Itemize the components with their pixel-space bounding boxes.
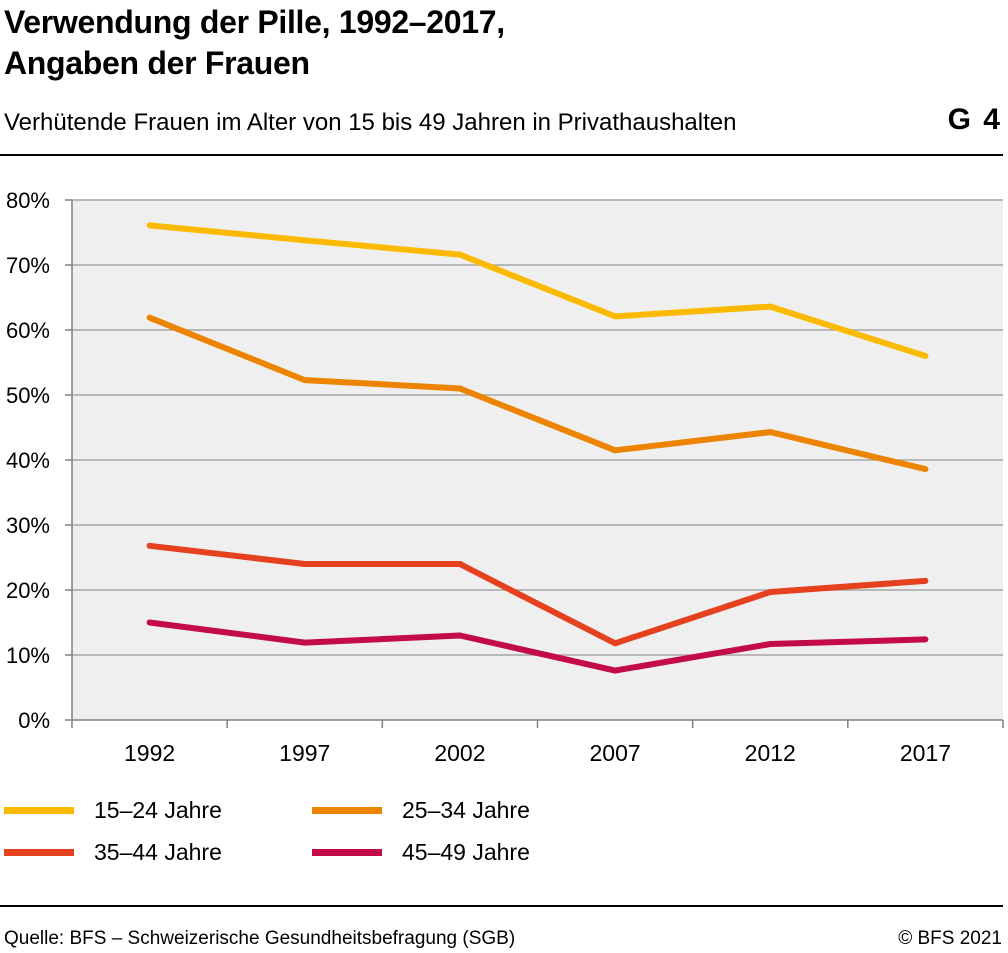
legend-item-4: 45–49 Jahre [308, 835, 530, 869]
legend-item-3: 35–44 Jahre [0, 835, 222, 869]
data-point-s1-2017 [922, 353, 929, 359]
series-line-1 [149, 222, 927, 359]
copyright-note: © BFS 2021 [898, 928, 1002, 949]
y-tick-label: 40% [6, 448, 50, 473]
footer-divider [0, 905, 1003, 907]
data-point-s2-1997 [301, 377, 308, 384]
chart-subtitle: Verhütende Frauen im Alter von 15 bis 49… [4, 109, 737, 136]
y-tick-label: 80% [6, 188, 50, 213]
y-tick-label: 70% [6, 253, 50, 278]
data-point-s1-2002 [456, 251, 463, 258]
data-point-s3-1992 [146, 542, 153, 549]
legend: 15–24 Jahre 25–34 Jahre 35–44 Jahre 45–49 J… [0, 793, 700, 883]
x-tick-label: 1992 [124, 740, 175, 766]
data-point-s1-2012 [767, 303, 774, 310]
x-tick-label: 2017 [900, 740, 951, 766]
data-point-s4-1997 [301, 639, 308, 646]
x-tick-label: 2002 [434, 740, 485, 766]
data-point-s4-1992 [146, 619, 153, 626]
legend-swatch [312, 806, 382, 814]
data-point-s2-1992 [146, 314, 153, 321]
y-tick-label: 60% [6, 318, 50, 343]
data-point-s1-1992 [146, 222, 153, 229]
series-line-2 [148, 314, 927, 473]
y-tick-label: 30% [6, 513, 50, 538]
data-point-s2-2012 [767, 429, 774, 436]
data-point-s3-2002 [456, 561, 463, 567]
data-point-s1-2007 [612, 313, 619, 320]
axes: 0% 10% 20% 30% 40% 50% 60% 70% 80% 1992 1997 2002 20… [6, 188, 1004, 766]
data-point-s3-2017 [922, 577, 929, 584]
chart-title: Verwendung der Pille, 1992–2017, Angaben… [4, 2, 505, 84]
y-tick-label: 50% [6, 383, 50, 408]
x-tick-label: 2007 [589, 740, 640, 766]
legend-label: 15–24 Jahre [94, 797, 222, 823]
legend-swatch [4, 848, 74, 856]
legend-item-2: 25–34 Jahre [308, 793, 530, 827]
data-point-s1-1997 [301, 237, 308, 244]
data-point-s2-2007 [612, 447, 619, 454]
legend-swatch [4, 806, 74, 814]
data-point-s4-2017 [922, 636, 929, 643]
data-point-s4-2012 [767, 640, 774, 647]
x-tick-label: 2012 [745, 740, 796, 766]
chart-title-line-2: Angaben der Frauen [4, 45, 310, 81]
data-point-s3-2007 [612, 640, 619, 647]
data-point-s3-2012 [767, 588, 774, 595]
series-line-4 [149, 619, 926, 674]
source-note: Quelle: BFS – Schweizerische Gesundheits… [4, 928, 516, 949]
line-chart: 0% 10% 20% 30% 40% 50% 60% 70% 80% 1992 1997 2002 20… [6, 188, 1004, 766]
series-lines [146, 222, 929, 674]
data-point-s4-2007 [612, 667, 619, 674]
legend-label: 35–44 Jahre [94, 839, 222, 865]
legend-swatch [312, 848, 382, 856]
legend-label: 45–49 Jahre [402, 839, 530, 865]
legend-item-1: 15–24 Jahre [0, 793, 222, 827]
data-point-s3-1997 [301, 561, 308, 567]
y-tick-label: 10% [6, 643, 50, 668]
y-tick-label: 0% [18, 708, 50, 733]
header-divider [0, 154, 1003, 156]
y-tick-label: 20% [6, 578, 50, 603]
data-point-s2-2017 [922, 466, 929, 473]
series-line-3 [149, 542, 926, 647]
legend-label: 25–34 Jahre [402, 797, 530, 823]
chart-title-line-1: Verwendung der Pille, 1992–2017, [4, 4, 505, 40]
chart-number: G 4 [947, 103, 1002, 136]
data-point-s4-2002 [456, 632, 463, 639]
x-tick-label: 1997 [279, 740, 330, 766]
data-point-s2-2002 [456, 385, 463, 392]
